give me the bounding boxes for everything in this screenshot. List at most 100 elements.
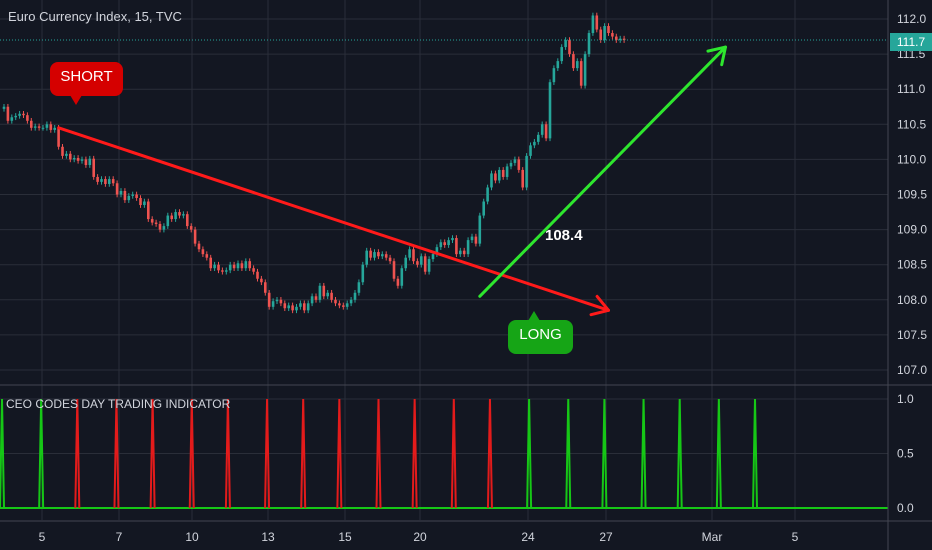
candle	[267, 292, 271, 307]
candle	[154, 222, 158, 224]
candle	[396, 278, 400, 286]
indicator-signal	[752, 398, 758, 509]
candle	[306, 303, 310, 311]
candle	[108, 179, 111, 184]
candle	[18, 113, 21, 116]
price-annotation: 108.4	[545, 227, 583, 244]
x-tick-label: 13	[261, 530, 275, 544]
candle	[228, 264, 232, 271]
candle	[501, 169, 505, 177]
candle	[225, 270, 228, 272]
candle	[443, 242, 446, 246]
candle	[537, 134, 540, 142]
indicator-signal	[300, 398, 307, 509]
short-label: SHORT	[50, 62, 123, 105]
y-tick-label: 112.0	[897, 12, 926, 26]
candle	[248, 261, 251, 269]
indicator-signal	[149, 398, 156, 509]
candle	[568, 40, 571, 55]
candle	[221, 270, 224, 272]
indicator-signal	[113, 398, 120, 509]
candle	[420, 256, 423, 265]
candle	[427, 259, 431, 272]
y-tick-label: 108.5	[897, 258, 927, 272]
candle	[361, 264, 365, 283]
candle	[174, 212, 177, 220]
candle	[611, 33, 614, 37]
indicator-signal	[74, 398, 81, 509]
candle	[26, 115, 29, 121]
y-tick-label: 107.5	[897, 328, 927, 342]
candle	[591, 15, 595, 34]
indicator-signal	[601, 398, 608, 509]
candle	[232, 264, 236, 269]
indicator-signal	[565, 398, 572, 509]
candle	[462, 250, 466, 255]
candle	[264, 282, 267, 293]
candle	[127, 195, 131, 201]
candle	[451, 238, 454, 241]
candle	[431, 254, 435, 260]
candle	[217, 264, 220, 271]
candle	[119, 190, 123, 195]
candle	[14, 115, 17, 118]
candle	[505, 166, 509, 177]
indicator-signal	[486, 398, 493, 509]
candle	[392, 261, 396, 279]
candle	[599, 29, 602, 41]
candle	[178, 212, 181, 216]
long-label: LONG	[508, 311, 573, 354]
chart-title: Euro Currency Index, 15, TVC	[8, 9, 182, 24]
candle	[576, 61, 579, 69]
indicator-signal	[336, 398, 343, 509]
candle	[205, 254, 209, 258]
candle	[622, 38, 626, 41]
candle	[6, 106, 10, 121]
candle	[615, 36, 618, 41]
candle	[618, 38, 622, 41]
candle	[388, 257, 392, 262]
candle	[474, 236, 478, 244]
candle	[544, 124, 548, 139]
y-tick-label: 111.0	[897, 82, 926, 96]
indicator-signal	[224, 398, 231, 509]
candle	[533, 141, 536, 146]
candle	[291, 305, 294, 311]
candle	[560, 47, 563, 62]
candle	[377, 252, 380, 257]
candle	[158, 223, 162, 230]
short-arrow-head	[589, 294, 610, 317]
candle	[236, 263, 240, 269]
candle	[279, 299, 283, 304]
x-tick-label: 24	[521, 530, 535, 544]
candle	[322, 285, 326, 297]
indicator-y-tick-label: 1.0	[897, 392, 914, 406]
last-price-badge: 111.7	[890, 33, 932, 51]
candle	[310, 296, 314, 304]
candle	[587, 33, 591, 55]
indicator-signal	[188, 398, 195, 509]
indicator-signal	[715, 398, 722, 509]
indicator-signal	[450, 398, 457, 509]
candle	[529, 145, 532, 156]
candle	[369, 250, 372, 258]
y-tick-label: 109.0	[897, 223, 927, 237]
candle	[147, 201, 150, 220]
candle	[353, 292, 357, 300]
candle	[72, 157, 76, 160]
x-tick-label: 15	[338, 530, 352, 544]
candle	[552, 68, 556, 83]
candle	[342, 305, 345, 307]
candle	[490, 173, 493, 188]
candle	[287, 305, 290, 309]
candle	[517, 159, 521, 170]
candle	[197, 243, 201, 250]
indicator-signal	[375, 398, 382, 509]
candle	[88, 158, 92, 166]
candle	[201, 249, 205, 255]
candle	[459, 250, 462, 255]
candle	[193, 229, 197, 244]
candle	[96, 176, 99, 182]
indicator-signal	[526, 398, 533, 509]
